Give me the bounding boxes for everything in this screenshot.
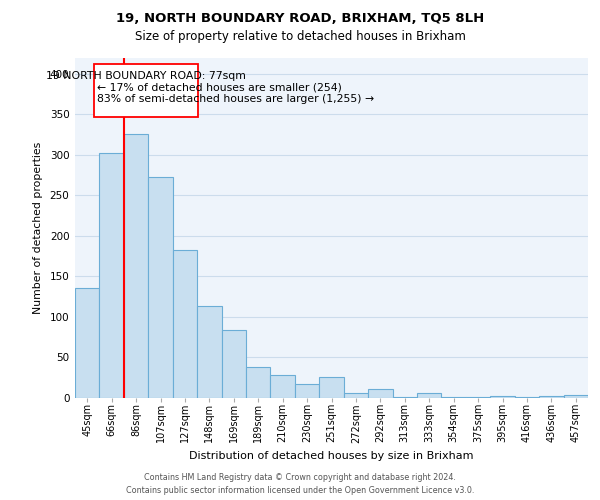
Bar — [417, 394, 442, 398]
Bar — [173, 250, 197, 398]
Text: 19, NORTH BOUNDARY ROAD, BRIXHAM, TQ5 8LH: 19, NORTH BOUNDARY ROAD, BRIXHAM, TQ5 8L… — [116, 12, 484, 26]
Bar — [392, 396, 417, 398]
Bar — [344, 394, 368, 398]
Text: 19 NORTH BOUNDARY ROAD: 77sqm: 19 NORTH BOUNDARY ROAD: 77sqm — [46, 72, 246, 82]
Bar — [124, 134, 148, 398]
X-axis label: Distribution of detached houses by size in Brixham: Distribution of detached houses by size … — [189, 451, 474, 461]
Bar — [319, 378, 344, 398]
Text: 83% of semi-detached houses are larger (1,255) →: 83% of semi-detached houses are larger (… — [97, 94, 374, 104]
Text: ← 17% of detached houses are smaller (254): ← 17% of detached houses are smaller (25… — [97, 82, 342, 92]
Bar — [368, 388, 392, 398]
Text: Contains HM Land Registry data © Crown copyright and database right 2024.
Contai: Contains HM Land Registry data © Crown c… — [126, 473, 474, 495]
Bar — [75, 288, 100, 398]
Y-axis label: Number of detached properties: Number of detached properties — [33, 142, 43, 314]
Bar — [197, 306, 221, 398]
Bar — [539, 396, 563, 398]
Bar — [221, 330, 246, 398]
FancyBboxPatch shape — [94, 64, 199, 116]
Bar — [515, 396, 539, 398]
Bar — [100, 153, 124, 398]
Bar — [466, 396, 490, 398]
Bar — [442, 396, 466, 398]
Bar — [295, 384, 319, 398]
Bar — [490, 396, 515, 398]
Text: Size of property relative to detached houses in Brixham: Size of property relative to detached ho… — [134, 30, 466, 43]
Bar — [148, 178, 173, 398]
Bar — [563, 395, 588, 398]
Bar — [271, 375, 295, 398]
Bar — [246, 366, 271, 398]
